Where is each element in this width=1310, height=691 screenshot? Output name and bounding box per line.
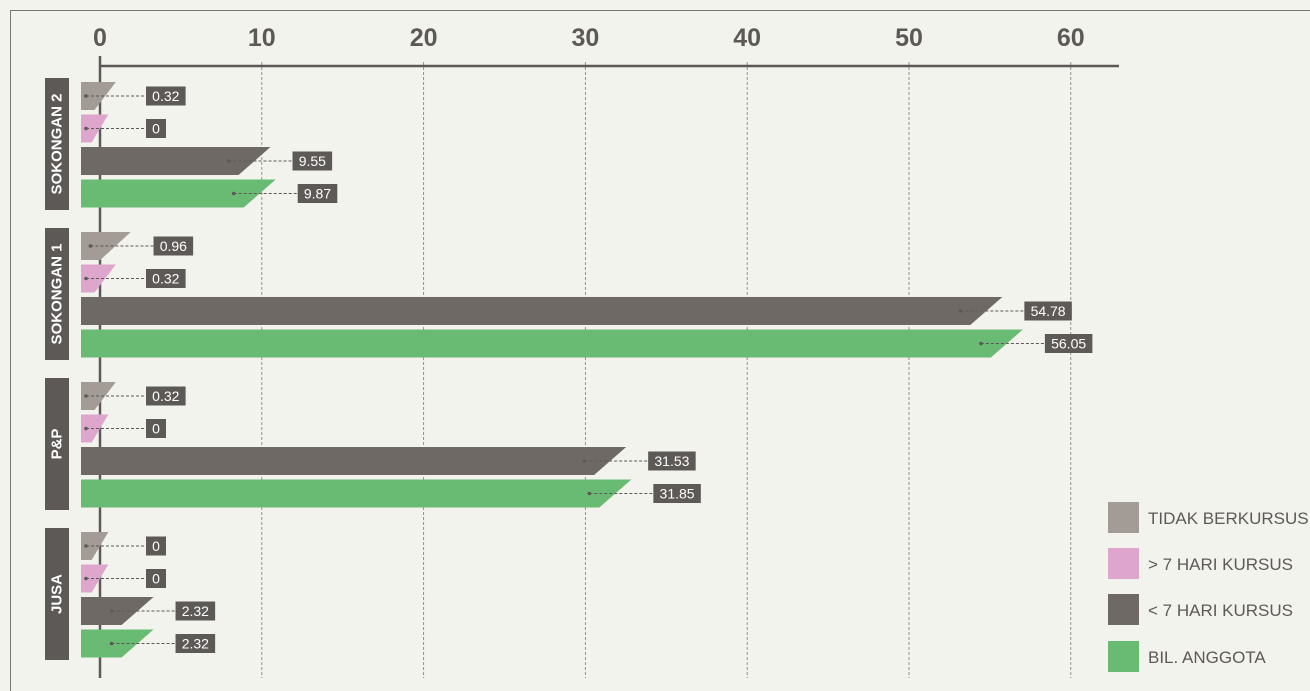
value-label: 31.53 — [654, 453, 689, 469]
x-tick-label: 10 — [248, 24, 276, 52]
x-tick-label: 0 — [93, 24, 107, 52]
chart-frame — [10, 10, 1310, 691]
category-label-box — [45, 228, 69, 360]
bar — [81, 179, 276, 208]
value-label: 0.32 — [152, 88, 179, 104]
value-label: 0 — [152, 421, 160, 437]
legend-label: BIL. ANGGOTA — [1148, 648, 1266, 667]
bar — [81, 297, 1003, 325]
value-label-box — [175, 601, 216, 621]
bar — [81, 447, 627, 475]
legend-swatch — [1108, 594, 1139, 625]
value-label-box — [146, 86, 186, 106]
value-label-box — [1024, 301, 1072, 321]
value-label: 56.05 — [1051, 336, 1086, 352]
value-label: 0.32 — [152, 271, 179, 287]
value-label: 9.87 — [304, 186, 331, 202]
x-tick-label: 40 — [733, 24, 761, 52]
legend-swatch — [1108, 502, 1139, 533]
value-label-box — [1044, 334, 1093, 353]
bar — [81, 114, 109, 143]
value-label: 0 — [152, 121, 160, 137]
value-label: 0.96 — [160, 238, 187, 254]
value-label: 2.32 — [182, 603, 209, 619]
value-label: 0.32 — [152, 388, 179, 404]
value-label: 9.55 — [299, 153, 326, 169]
value-label-box — [648, 451, 696, 471]
value-label-box — [297, 184, 338, 203]
legend-swatch — [1108, 641, 1139, 672]
legend-swatch — [1108, 548, 1139, 579]
bar — [81, 479, 632, 508]
value-label: 31.85 — [660, 486, 695, 502]
category-label: SOKONGAN 2 — [49, 94, 66, 195]
value-label-box — [292, 151, 333, 171]
value-label: 54.78 — [1031, 303, 1066, 319]
category-label: JUSA — [49, 574, 66, 614]
x-tick-label: 30 — [571, 24, 599, 52]
x-tick-label: 50 — [895, 24, 923, 52]
value-label-box — [146, 269, 186, 288]
category-label-box — [45, 378, 69, 510]
x-tick-label: 60 — [1057, 24, 1085, 52]
category-label-box — [45, 528, 69, 660]
value-label-box — [146, 569, 166, 588]
legend-label: TIDAK BERKURSUS — [1148, 509, 1309, 528]
value-label: 0 — [152, 538, 160, 554]
category-label: SOKONGAN 1 — [49, 244, 66, 345]
category-label: P&P — [49, 429, 66, 460]
value-label-box — [175, 634, 216, 653]
legend-label: < 7 HARI KURSUS — [1148, 601, 1293, 620]
bar — [81, 414, 109, 443]
value-label-box — [653, 484, 701, 503]
value-label-box — [146, 119, 166, 138]
x-tick-label: 20 — [410, 24, 438, 52]
leader-dot — [88, 244, 93, 248]
value-label-box — [146, 536, 166, 556]
bar — [81, 147, 271, 175]
category-label-box — [45, 78, 69, 210]
bar — [81, 564, 109, 593]
legend-label: > 7 HARI KURSUS — [1148, 555, 1293, 574]
bar — [81, 532, 109, 560]
bar — [81, 329, 1023, 358]
value-label: 0 — [152, 571, 160, 587]
value-label-box — [153, 236, 194, 256]
value-label-box — [146, 419, 166, 438]
value-label-box — [146, 386, 186, 406]
value-label: 2.32 — [182, 636, 209, 652]
